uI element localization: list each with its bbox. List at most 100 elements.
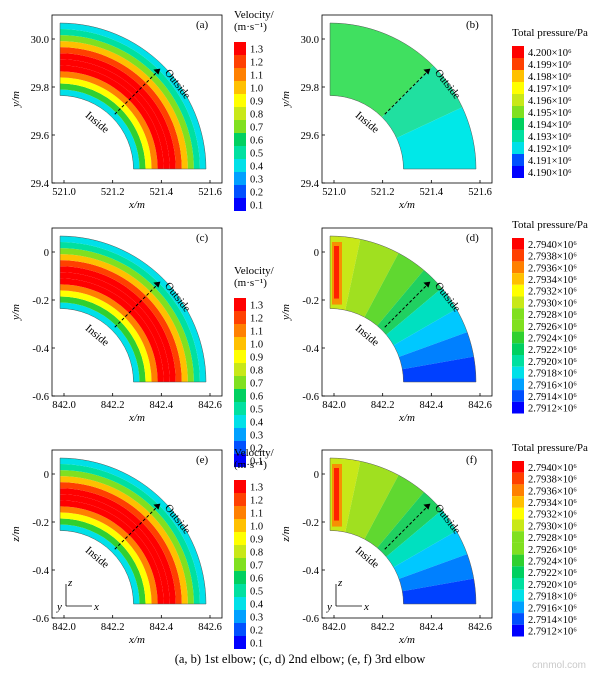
- inlet-peak-pressure: [334, 468, 339, 521]
- colorbar-label: 4.199×10⁶: [528, 60, 572, 71]
- axis-icon-y-label: y: [326, 601, 332, 613]
- colorbar-label: 2.7928×10⁶: [528, 533, 577, 544]
- y-tick-label: 29.4: [31, 179, 50, 190]
- y-tick-label: 29.4: [301, 179, 320, 190]
- velocity-band: [60, 284, 158, 382]
- colorbar-label: 2.7938×10⁶: [528, 252, 577, 263]
- arrow-head: [153, 68, 161, 75]
- colorbar-swatch: [512, 166, 524, 178]
- colorbar-label: 2.7920×10⁶: [528, 580, 577, 591]
- velocity-band: [60, 512, 152, 604]
- colorbar-label: 2.7918×10⁶: [528, 592, 577, 603]
- colorbar-swatch: [234, 558, 246, 571]
- colorbar-label: 0.6: [250, 574, 263, 585]
- colorbar-label: 1.2: [250, 496, 263, 507]
- velocity-band: [60, 77, 152, 169]
- colorbar-label: 0.4: [250, 600, 264, 611]
- colorbar-swatch: [234, 107, 246, 120]
- y-tick-label: 0: [314, 470, 319, 481]
- y-axis-label: y/m: [10, 304, 22, 321]
- x-tick-label: 842.0: [52, 400, 76, 411]
- colorbar-label: 1.3: [250, 483, 263, 494]
- colorbar-swatch: [234, 623, 246, 636]
- y-tick-label: 29.8: [31, 83, 49, 94]
- x-tick-label: 842.0: [322, 400, 346, 411]
- direction-arrow: [384, 503, 431, 550]
- axis-icon-x-label: x: [363, 601, 369, 613]
- colorbar-label: 2.7934×10⁶: [528, 498, 577, 509]
- velocity-band: [60, 71, 158, 169]
- y-tick-label: -0.2: [32, 296, 49, 307]
- pressure-band: [396, 107, 476, 169]
- colorbar-swatch: [234, 584, 246, 597]
- colorbar-label: 0.6: [250, 136, 263, 147]
- colorbar-label: 4.198×10⁶: [528, 72, 572, 83]
- direction-arrow: [384, 281, 431, 328]
- colorbar-swatch: [234, 532, 246, 545]
- axis-icon-z-label: z: [67, 577, 73, 589]
- colorbar-swatch: [512, 319, 524, 332]
- colorbar-swatch: [234, 636, 246, 649]
- colorbar-label: 2.7918×10⁶: [528, 369, 577, 380]
- colorbar-swatch: [512, 578, 524, 590]
- colorbar-label: 2.7914×10⁶: [528, 615, 577, 626]
- colorbar-swatch: [234, 506, 246, 519]
- elbow-outline: [329, 457, 477, 605]
- y-axis-label: z/m: [10, 526, 22, 542]
- y-tick-label: -0.2: [32, 518, 49, 529]
- pressure-band: [364, 253, 424, 326]
- velocity-band: [60, 290, 152, 382]
- x-tick-label: 521.0: [322, 187, 346, 198]
- colorbar-swatch: [512, 613, 524, 625]
- colorbar-swatch: [512, 519, 524, 532]
- pressure-band: [393, 531, 468, 579]
- elbow-outline: [329, 22, 477, 170]
- colorbar-swatch: [512, 308, 524, 320]
- colorbar-swatch: [512, 154, 524, 166]
- colorbar-swatch: [512, 106, 524, 118]
- colorbar-swatch: [512, 401, 524, 414]
- colorbar-label: 4.194×10⁶: [528, 120, 572, 131]
- panel-label: (e): [196, 454, 209, 466]
- x-axis-label: x/m: [398, 412, 415, 424]
- colorbar-swatch: [234, 298, 246, 311]
- colorbar-label: 4.191×10⁶: [528, 156, 572, 167]
- x-tick-label: 521.6: [468, 187, 492, 198]
- velocity-band: [60, 83, 146, 169]
- elbow-outline: [59, 22, 207, 170]
- colorbar-label: 1.3: [250, 45, 263, 56]
- colorbar-label: 2.7934×10⁶: [528, 275, 577, 286]
- colorbar-swatch: [512, 601, 524, 614]
- colorbar-label: 2.7932×10⁶: [528, 287, 577, 298]
- x-tick-label: 521.0: [52, 187, 76, 198]
- colorbar-swatch: [234, 350, 246, 363]
- colorbar-title: Total pressure/Pa: [512, 27, 588, 39]
- velocity-band: [60, 518, 146, 604]
- colorbar-swatch: [234, 311, 246, 324]
- colorbar-label: 0.3: [250, 431, 263, 442]
- colorbar-label: 1.0: [250, 84, 263, 95]
- colorbar-label: 2.7922×10⁶: [528, 345, 577, 356]
- arrow-head: [423, 68, 431, 75]
- velocity-band: [60, 506, 158, 604]
- colorbar-swatch: [234, 402, 246, 415]
- colorbar-label: 0.7: [250, 561, 263, 572]
- velocity-band: [60, 89, 140, 169]
- y-tick-label: 0: [44, 470, 49, 481]
- colorbar-label: 0.3: [250, 175, 263, 186]
- x-axis-label: x/m: [128, 412, 145, 424]
- panel-label: (b): [466, 19, 479, 31]
- colorbar-title: (m·s⁻¹): [234, 21, 267, 33]
- colorbar-title: (m·s⁻¹): [234, 459, 267, 471]
- colorbar-label: 0.4: [250, 162, 264, 173]
- colorbar-label: 4.190×10⁶: [528, 168, 572, 179]
- x-tick-label: 842.6: [198, 400, 222, 411]
- colorbar-swatch: [234, 415, 246, 428]
- x-axis-label: x/m: [128, 199, 145, 211]
- x-tick-label: 842.0: [52, 622, 76, 633]
- inlet-peak-pressure: [334, 246, 339, 299]
- colorbar-label: 4.196×10⁶: [528, 96, 572, 107]
